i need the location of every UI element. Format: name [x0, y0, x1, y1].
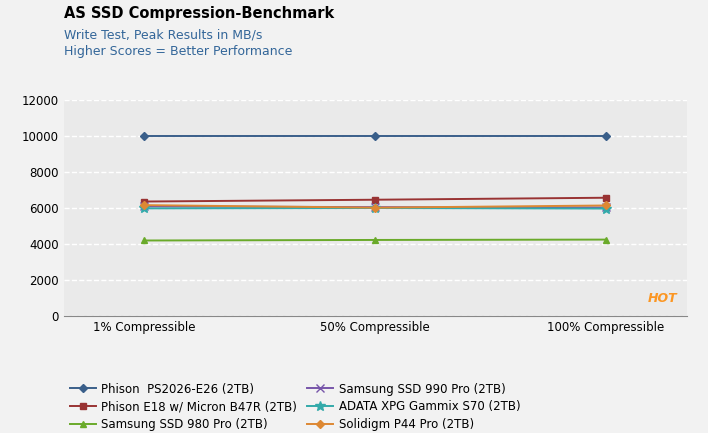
Text: HOT: HOT	[648, 292, 678, 305]
Text: Write Test, Peak Results in MB/s: Write Test, Peak Results in MB/s	[64, 28, 262, 41]
Text: AS SSD Compression-Benchmark: AS SSD Compression-Benchmark	[64, 6, 334, 22]
Text: Higher Scores = Better Performance: Higher Scores = Better Performance	[64, 45, 292, 58]
Legend: Phison  PS2026-E26 (2TB), Phison E18 w/ Micron B47R (2TB), Samsung SSD 980 Pro (: Phison PS2026-E26 (2TB), Phison E18 w/ M…	[69, 383, 520, 431]
